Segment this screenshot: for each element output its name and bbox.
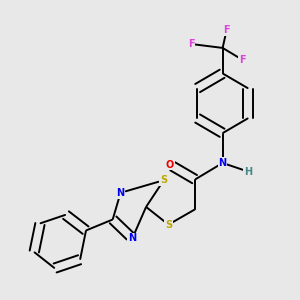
Text: F: F <box>223 25 230 35</box>
Text: F: F <box>239 55 246 65</box>
Text: F: F <box>188 39 194 49</box>
Text: H: H <box>244 167 252 177</box>
Text: N: N <box>116 188 124 198</box>
Text: N: N <box>219 158 227 168</box>
Text: S: S <box>165 220 172 230</box>
Text: N: N <box>128 233 136 243</box>
Text: S: S <box>160 175 167 185</box>
Text: O: O <box>166 160 174 170</box>
